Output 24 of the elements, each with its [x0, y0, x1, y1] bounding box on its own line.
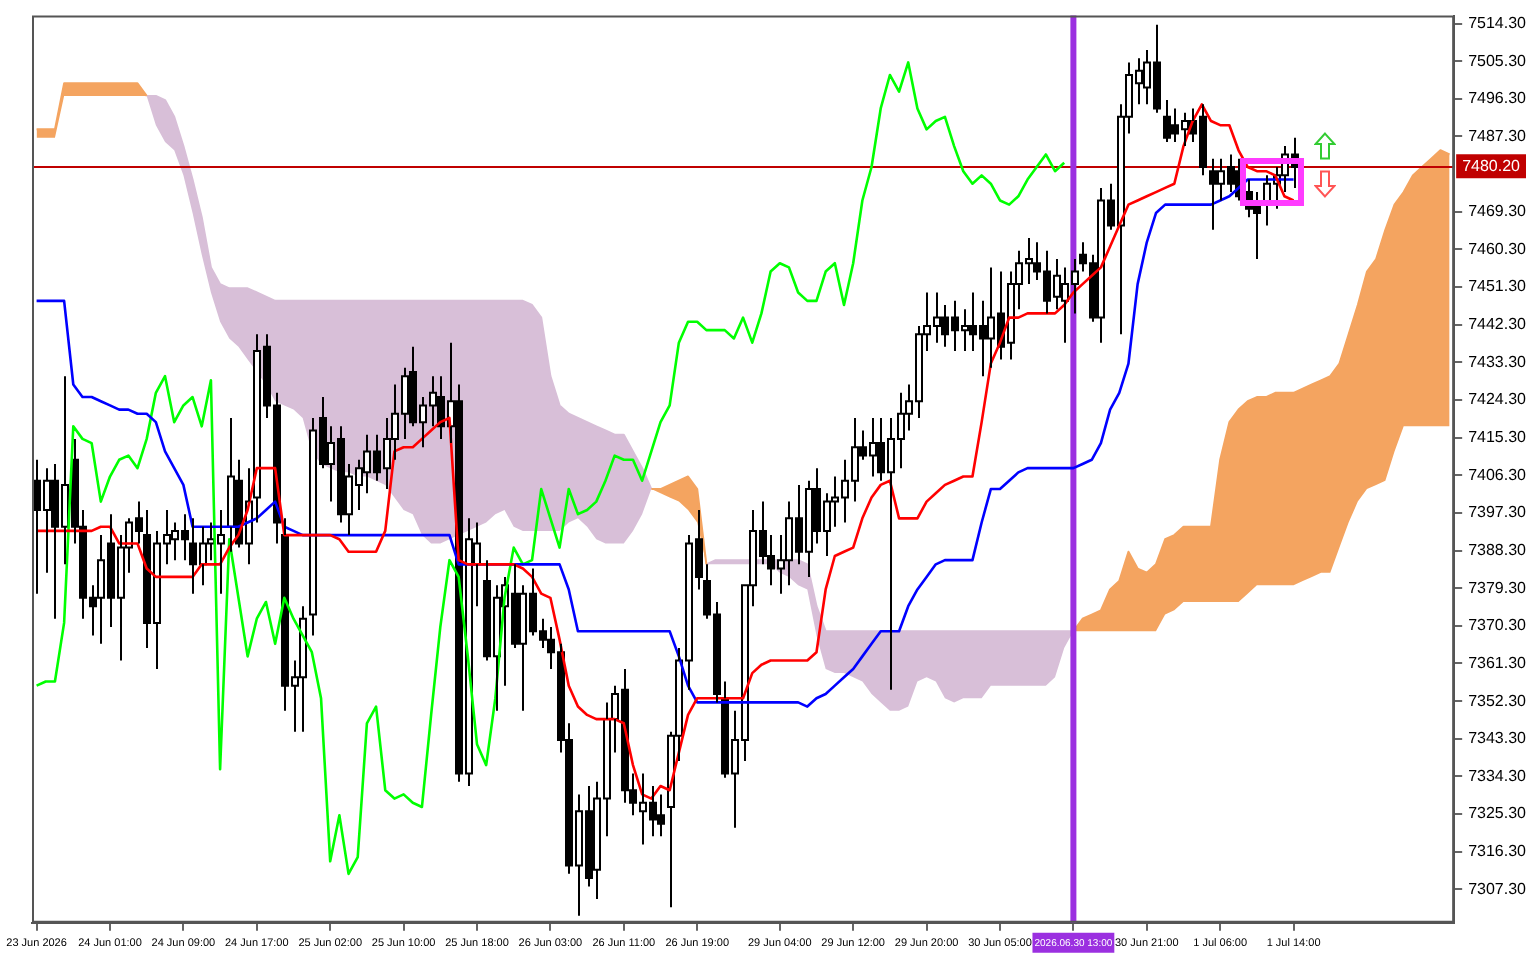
y-tick-label: 7460.30 [1468, 239, 1528, 258]
y-tick-label: 7370.30 [1468, 616, 1528, 635]
y-tick-label: 7487.30 [1468, 126, 1528, 145]
y-tick-label: 7307.30 [1468, 879, 1528, 898]
y-tick-label: 7433.30 [1468, 352, 1528, 371]
y-tick-label: 7424.30 [1468, 390, 1528, 409]
y-tick-label: 7316.30 [1468, 842, 1528, 861]
y-tick-label: 7334.30 [1468, 766, 1528, 785]
y-tick-label: 7352.30 [1468, 691, 1528, 710]
y-tick-label: 7514.30 [1468, 13, 1528, 32]
y-tick-label: 7361.30 [1468, 653, 1528, 672]
y-tick-label: 7397.30 [1468, 503, 1528, 522]
ref-line-label: 7480.20 [1462, 156, 1522, 175]
y-tick-label: 7406.30 [1468, 465, 1528, 484]
y-tick-label: 7496.30 [1468, 89, 1528, 108]
y-tick-label: 7343.30 [1468, 729, 1528, 748]
y-tick-label: 7325.30 [1468, 804, 1528, 823]
y-tick-label: 7379.30 [1468, 578, 1528, 597]
y-tick-label: 7451.30 [1468, 277, 1528, 296]
y-tick-label: 7469.30 [1468, 202, 1528, 221]
y-tick-label: 7505.30 [1468, 51, 1528, 70]
y-tick-label: 7442.30 [1468, 315, 1528, 334]
y-tick-label: 7388.30 [1468, 540, 1528, 559]
y-tick-label: 7415.30 [1468, 428, 1528, 447]
